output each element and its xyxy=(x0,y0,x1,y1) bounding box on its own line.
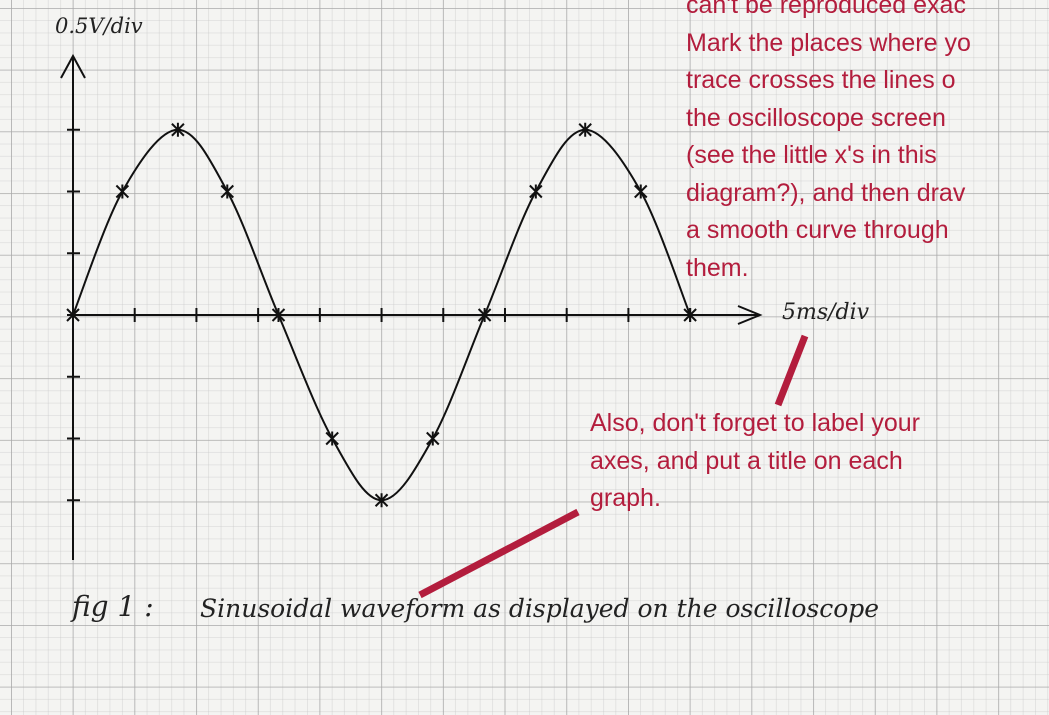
caption-label: fig 1 : xyxy=(72,590,154,623)
annotation-line: them. xyxy=(686,250,971,288)
annotation-line: Mark the places where yo xyxy=(686,25,971,63)
annotation-line: axes, and put a title on each xyxy=(590,443,920,481)
chart-title: Sinusoidal waveform as displayed on the … xyxy=(200,592,890,626)
annotation-line: can't be reproduced exac xyxy=(686,0,971,25)
annotation-line: a smooth curve through xyxy=(686,212,971,250)
x-axis-label: 5ms/div xyxy=(782,300,869,325)
annotation-line: graph. xyxy=(590,480,920,518)
annotation-line: (see the little x's in this xyxy=(686,137,971,175)
annotation-line: trace crosses the lines o xyxy=(686,62,971,100)
y-axis-label: 0.5V/div xyxy=(55,14,143,38)
annotation-line: diagram?), and then drav xyxy=(686,175,971,213)
annotation-line: the oscilloscope screen xyxy=(686,100,971,138)
page: 0.5V/div 5ms/div fig 1 : Sinusoidal wave… xyxy=(0,0,1049,715)
annotation-line: Also, don't forget to label your xyxy=(590,405,920,443)
